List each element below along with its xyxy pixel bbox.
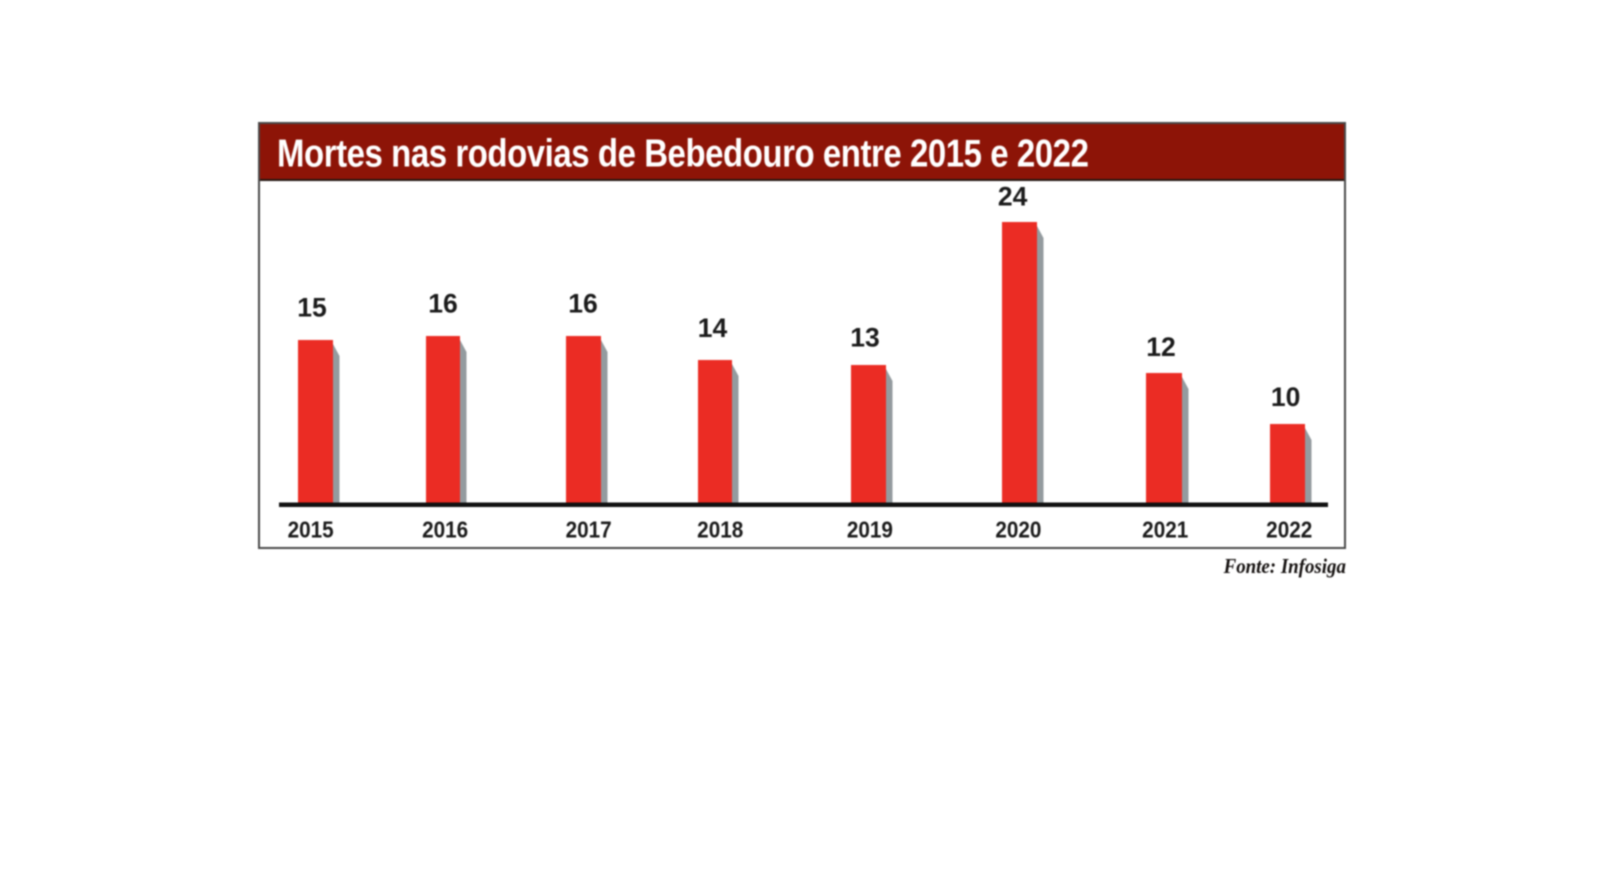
svg-text:2020: 2020 (995, 517, 1041, 543)
svg-text:16: 16 (568, 289, 597, 319)
svg-text:2021: 2021 (1142, 517, 1188, 543)
svg-text:2015: 2015 (288, 517, 334, 543)
svg-text:16: 16 (428, 289, 457, 319)
svg-text:13: 13 (850, 322, 879, 352)
svg-text:2018: 2018 (697, 517, 743, 543)
svg-text:15: 15 (297, 293, 326, 323)
svg-text:2016: 2016 (422, 517, 468, 543)
svg-text:24: 24 (998, 182, 1028, 212)
svg-text:2017: 2017 (566, 517, 612, 543)
svg-text:14: 14 (698, 313, 728, 343)
svg-text:2019: 2019 (847, 517, 893, 543)
svg-text:10: 10 (1271, 382, 1300, 412)
svg-text:12: 12 (1146, 332, 1175, 362)
svg-text:2022: 2022 (1266, 517, 1312, 543)
